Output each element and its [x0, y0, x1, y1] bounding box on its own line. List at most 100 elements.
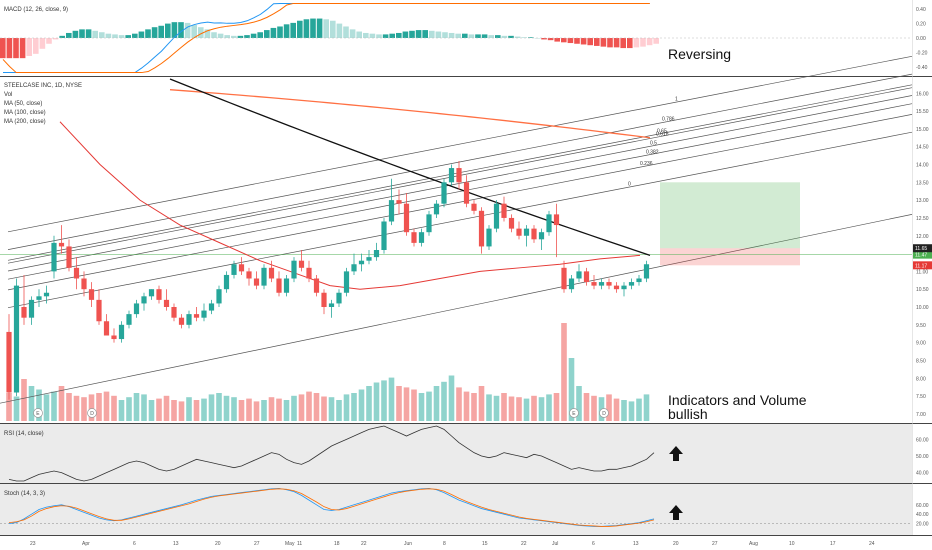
macd-histogram-bar: [297, 20, 303, 38]
macd-histogram-bar: [495, 35, 501, 38]
macd-histogram-bar: [462, 33, 468, 38]
volume-bar: [636, 398, 642, 421]
candle-body: [336, 292, 342, 304]
volume-bar: [261, 400, 267, 421]
volume-bar: [553, 393, 560, 421]
candle-body: [186, 314, 192, 325]
stoch-d-line: [8, 488, 655, 527]
candle-body: [343, 271, 350, 293]
macd-histogram-bar: [39, 38, 46, 49]
volume-bar: [508, 396, 515, 421]
macd-histogram-bar: [184, 22, 191, 38]
candle-body: [163, 299, 170, 307]
macd-histogram-bar: [303, 19, 310, 38]
macd-y-tick-label: -0.20: [916, 50, 928, 56]
macd-histogram-bar: [488, 35, 494, 38]
price-y-tick-label: 7.50: [916, 394, 926, 400]
macd-histogram-bar: [547, 38, 554, 41]
candle-body: [103, 321, 110, 336]
volume-bar: [546, 394, 552, 421]
macd-title: MACD (12, 26, close, 9): [4, 7, 68, 13]
macd-histogram-bar: [171, 22, 178, 38]
macd-histogram-bar: [422, 30, 428, 38]
volume-bar: [426, 391, 432, 421]
volume-bar: [373, 382, 380, 421]
candle-body: [643, 264, 650, 279]
candle-body: [553, 214, 560, 226]
candle-body: [523, 228, 530, 236]
candle-body: [493, 203, 500, 229]
macd-y-tick-label: -0.40: [916, 65, 928, 71]
volume-bar: [471, 393, 477, 421]
macd-histogram-bar: [151, 27, 158, 38]
price-y-tick-label: 11.00: [916, 269, 928, 275]
macd-histogram-bar: [587, 38, 593, 46]
macd-histogram-bar: [26, 38, 32, 56]
macd-histogram-bar: [204, 29, 211, 38]
macd-histogram-bar: [574, 38, 580, 44]
volume-bar: [306, 391, 312, 421]
candle-body: [73, 267, 80, 279]
candle-body: [81, 278, 87, 290]
candle-body: [111, 335, 117, 340]
candle-body: [43, 292, 50, 297]
macd-histogram-bar: [250, 33, 257, 38]
macd-histogram-bar: [376, 34, 382, 38]
fib-channel-line: [7, 73, 913, 250]
price-y-tick-label: 12.00: [916, 234, 929, 240]
ma100-line: [169, 78, 651, 256]
candle-body: [531, 228, 537, 240]
volume-bar: [28, 386, 35, 421]
volume-bar: [103, 391, 110, 421]
price-y-tick-label: 9.50: [916, 323, 926, 329]
candle-body: [501, 203, 507, 218]
candle-body: [261, 267, 267, 286]
volume-bar: [381, 380, 387, 421]
candle-body: [171, 307, 177, 318]
volume-bar: [628, 401, 635, 421]
candle-body: [486, 228, 492, 247]
candle-body: [223, 274, 230, 290]
x-tick-label: 13: [173, 541, 179, 547]
candle-body: [561, 267, 567, 290]
macd-histogram-bar: [356, 31, 362, 38]
channel-lower-line: [0, 214, 913, 404]
volume-bar: [13, 396, 20, 421]
macd-y-tick-label: 0.20: [916, 22, 926, 28]
axes-layer: 0.40 0.20 0.00 -0.20 -0.40 16.00 15.50 15.00 14.…: [30, 7, 932, 547]
macd-histogram-bar: [481, 34, 488, 38]
fib-level-label: 1: [675, 96, 678, 102]
candle-body: [28, 299, 35, 318]
candle-body: [426, 214, 432, 233]
macd-histogram-bar: [316, 18, 323, 38]
macd-histogram-bar: [627, 38, 633, 49]
candle-body: [21, 307, 27, 318]
macd-histogram-bar: [191, 25, 197, 38]
volume-bar: [268, 397, 275, 421]
candle-body: [636, 278, 642, 283]
macd-histogram-bar: [475, 34, 481, 38]
annotation-indicators: Indicators and Volume: [668, 392, 807, 408]
macd-histogram-bar: [514, 36, 521, 38]
volume-bar: [193, 400, 200, 421]
macd-histogram-bar: [198, 27, 204, 38]
fib-channel-line: [7, 131, 913, 309]
x-tick-label: 27: [254, 541, 260, 547]
volume-bar: [126, 397, 132, 421]
x-tick-label: Jun: [404, 541, 412, 547]
candle-body: [418, 232, 425, 243]
x-tick-label: May: [285, 541, 295, 547]
volume-bar: [51, 391, 57, 421]
macd-histogram-bar: [277, 26, 283, 38]
volume-bar: [441, 381, 447, 421]
stoch-y-tick-label: 20.00: [916, 522, 929, 528]
macd-histogram-bar: [79, 29, 85, 38]
candle-body: [291, 260, 297, 279]
candle-body: [133, 303, 140, 315]
candle-body: [268, 267, 275, 279]
rsi-y-tick-label: 60.00: [916, 437, 929, 443]
macd-histogram-bar: [237, 35, 244, 38]
price-y-tick-label: 8.00: [916, 376, 926, 382]
macd-histogram-bar: [363, 32, 369, 38]
volume-bar: [606, 394, 612, 421]
